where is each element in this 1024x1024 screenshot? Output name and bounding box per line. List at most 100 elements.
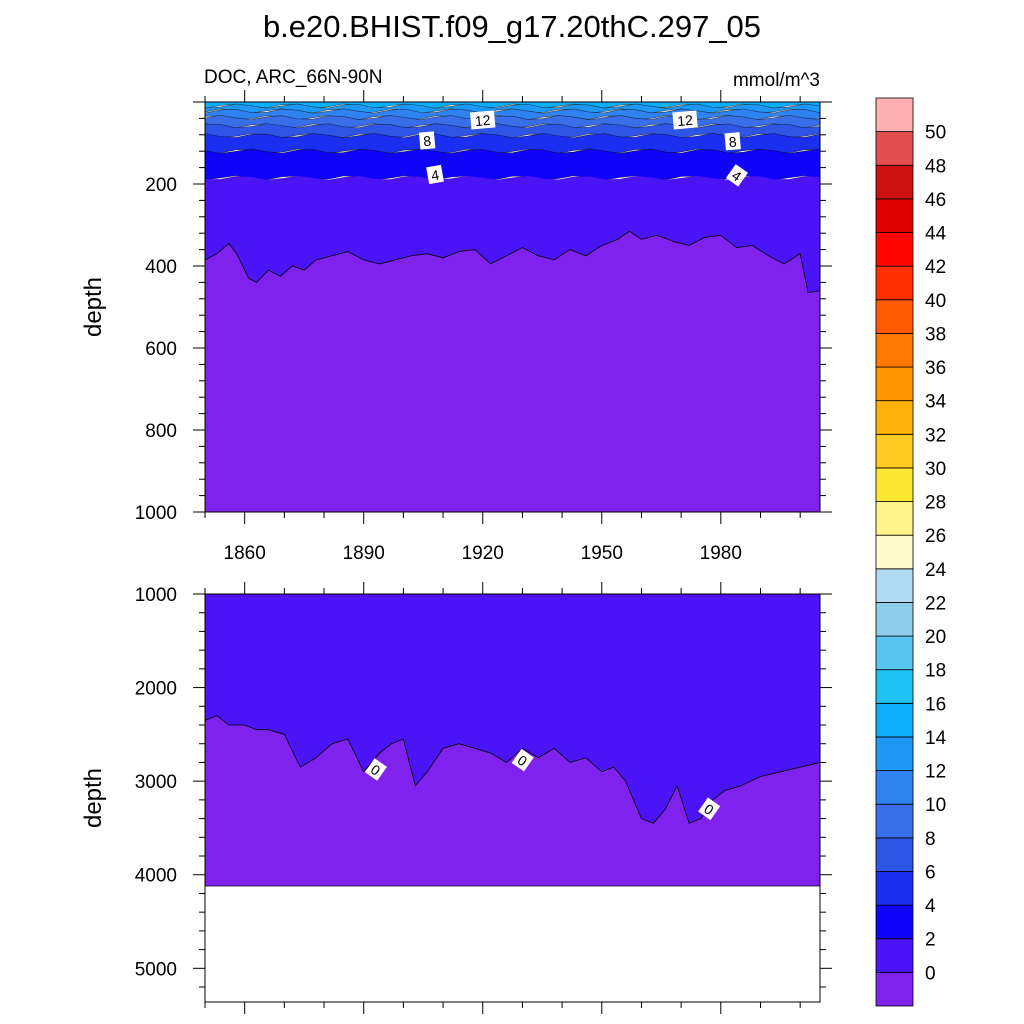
colorbar-label: 4 <box>925 896 936 917</box>
variable-label: DOC, ARC_66N-90N <box>204 67 382 88</box>
contour-band-2 <box>205 594 820 824</box>
colorbar-label: 36 <box>925 358 946 379</box>
colorbar-swatch <box>875 265 914 301</box>
y-tick-label: 1000 <box>135 503 177 524</box>
colorbar-swatch <box>875 904 914 940</box>
y-tick-label: 4000 <box>135 866 177 887</box>
colorbar-label: 0 <box>925 963 936 984</box>
colorbar-swatch <box>875 602 914 637</box>
y-tick-label: 5000 <box>135 959 177 980</box>
colorbar-label: 12 <box>925 762 946 783</box>
colorbar-label: 8 <box>925 829 936 850</box>
colorbar-label: 32 <box>925 425 946 446</box>
lower-ylabel: depth <box>80 768 107 828</box>
x-tick-label: 1980 <box>700 543 742 564</box>
colorbar-swatch <box>875 131 914 166</box>
x-tick-label: 1920 <box>462 543 504 564</box>
colorbar-swatch <box>875 702 914 738</box>
contour-label: 12 <box>672 110 698 130</box>
colorbar-label: 44 <box>925 224 947 245</box>
colorbar-swatch <box>875 433 914 469</box>
colorbar-label: 50 <box>925 123 946 144</box>
colorbar-swatch <box>875 568 914 603</box>
colorbar-label: 46 <box>925 190 946 211</box>
y-tick-label: 600 <box>145 339 177 360</box>
colorbar-swatch <box>875 97 914 133</box>
colorbar-swatch <box>875 198 914 233</box>
colorbar-label: 30 <box>925 459 946 480</box>
colorbar-label: 20 <box>925 627 946 648</box>
colorbar-swatch <box>875 971 914 1007</box>
colorbar-swatch <box>875 534 914 570</box>
colorbar-label: 48 <box>925 156 946 177</box>
colorbar-swatch <box>875 333 914 368</box>
contour-line <box>204 230 821 294</box>
contour-label-text: 4 <box>430 166 441 183</box>
y-tick-label: 200 <box>145 175 177 196</box>
contour-label-text: 12 <box>677 112 694 129</box>
colorbar-label: 24 <box>925 560 947 581</box>
contour-band-4 <box>204 148 821 181</box>
colorbar-swatch <box>875 803 914 839</box>
y-tick-label: 400 <box>145 257 177 278</box>
colorbar-label: 28 <box>925 493 946 514</box>
y-tick-label: 3000 <box>135 772 177 793</box>
plot-frame <box>204 593 821 1003</box>
contour-label-text: 8 <box>423 133 432 150</box>
contour-band-2 <box>205 175 820 293</box>
colorbar-label: 10 <box>925 795 946 816</box>
contour-line <box>204 715 821 824</box>
upper-ylabel: depth <box>80 277 107 337</box>
lower-panel: 0 0 0 1000 2000 3000 4000 5000 <box>135 582 832 1014</box>
contour-label: 4 <box>725 164 748 187</box>
upper-panel: 12 12 8 8 4 4 200 400 600 800 1000 1860 1890 1920 1950… <box>135 90 832 564</box>
colorbar-swatch <box>875 501 914 536</box>
no-data-region <box>205 885 820 1002</box>
colorbar-swatch <box>875 736 914 771</box>
contour-label-text: 12 <box>474 112 491 129</box>
colorbar-label: 16 <box>925 694 946 715</box>
colorbar-label: 42 <box>925 257 946 278</box>
contour-label: 12 <box>470 110 496 130</box>
colorbar: 0246810121416182022242628303234363840424… <box>875 97 947 1007</box>
colorbar-swatch <box>875 232 914 267</box>
contour-label: 8 <box>724 132 741 151</box>
colorbar-label: 26 <box>925 526 946 547</box>
colorbar-swatch <box>875 467 914 502</box>
contour-label: 8 <box>418 131 436 150</box>
colorbar-label: 40 <box>925 291 946 312</box>
contour-band-0 <box>205 231 820 512</box>
contour-label: 0 <box>511 748 534 772</box>
colorbar-swatch <box>875 669 914 704</box>
y-tick-label: 1000 <box>135 585 177 606</box>
chart-title: b.e20.BHIST.f09_g17.20thC.297_05 <box>263 9 761 44</box>
y-tick-label: 800 <box>145 421 177 442</box>
colorbar-label: 34 <box>925 392 947 413</box>
x-tick-label: 1950 <box>581 543 623 564</box>
colorbar-label: 2 <box>925 930 936 951</box>
x-tick-label: 1860 <box>224 543 266 564</box>
colorbar-swatch <box>875 770 914 805</box>
colorbar-swatch <box>875 164 914 200</box>
colorbar-swatch <box>875 400 914 435</box>
colorbar-label: 38 <box>925 324 946 345</box>
y-tick-label: 2000 <box>135 679 177 700</box>
contour-label: 0 <box>364 758 387 781</box>
contour-label-text: 8 <box>728 133 737 150</box>
colorbar-swatch <box>875 299 914 334</box>
contour-label: 4 <box>426 164 444 185</box>
contour-band-0 <box>205 715 820 886</box>
colorbar-label: 22 <box>925 593 946 614</box>
colorbar-swatch <box>875 635 914 671</box>
colorbar-label: 18 <box>925 661 946 682</box>
colorbar-swatch <box>875 871 914 906</box>
contour-label: 0 <box>698 797 721 821</box>
colorbar-swatch <box>875 366 914 402</box>
colorbar-swatch <box>875 938 914 973</box>
colorbar-label: 6 <box>925 862 936 883</box>
x-tick-label: 1890 <box>343 543 385 564</box>
plot-frame <box>204 101 821 513</box>
colorbar-label: 14 <box>925 728 947 749</box>
units-label: mmol/m^3 <box>733 70 820 91</box>
